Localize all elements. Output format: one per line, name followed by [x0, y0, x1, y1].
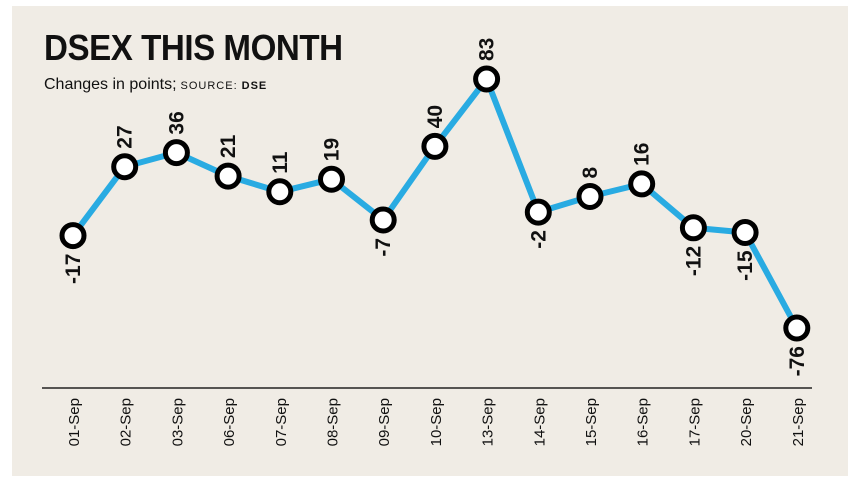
data-label: -7 [372, 238, 395, 257]
x-tick-label: 16-Sep [635, 398, 652, 446]
subtitle-text: Changes in points; [44, 76, 177, 93]
data-point [162, 139, 190, 167]
data-label: 19 [321, 138, 344, 161]
data-point [576, 182, 604, 210]
data-point [318, 165, 345, 193]
x-tick-label: 09-Sep [376, 398, 393, 446]
x-tick-label: 03-Sep [169, 398, 186, 446]
x-tick-label: 14-Sep [531, 398, 548, 446]
data-point [266, 178, 294, 206]
data-label: -17 [62, 254, 85, 284]
data-point [369, 206, 397, 234]
x-tick-label: 13-Sep [480, 398, 497, 446]
x-tick-label: 08-Sep [325, 398, 342, 446]
x-tick-label: 02-Sep [118, 398, 135, 446]
x-tick-label: 01-Sep [66, 398, 83, 446]
chart-title: DSEX THIS MONTH [44, 27, 343, 68]
data-point [628, 170, 656, 198]
data-label: -76 [786, 346, 809, 376]
chart-subtitle: Changes in points; SOURCE: DSE [44, 76, 267, 94]
data-point [473, 65, 501, 93]
data-point [731, 218, 759, 246]
data-point [524, 198, 552, 226]
x-tick-label: 17-Sep [686, 398, 703, 446]
data-point [59, 222, 87, 250]
x-tick-label: 07-Sep [273, 398, 290, 446]
x-tick-label: 20-Sep [738, 398, 755, 446]
source-value: DSE [241, 80, 268, 92]
data-label: -12 [682, 246, 705, 276]
chart-panel [12, 6, 848, 476]
data-label: 11 [269, 151, 292, 174]
data-label: -15 [734, 250, 757, 281]
data-point [111, 153, 139, 181]
x-tick-label: 06-Sep [221, 398, 238, 446]
source-label: SOURCE: [180, 80, 238, 92]
data-label: 36 [165, 111, 188, 134]
x-tick-label: 10-Sep [428, 398, 445, 446]
data-label: 16 [631, 143, 654, 166]
data-label: 27 [114, 125, 137, 148]
data-label: 21 [217, 134, 240, 158]
data-label: -2 [527, 230, 550, 249]
data-point [214, 162, 242, 190]
data-label: 83 [476, 38, 499, 61]
data-label: 8 [579, 166, 602, 178]
data-point [783, 314, 811, 342]
data-point [679, 214, 707, 242]
data-point [421, 132, 449, 160]
x-tick-label: 15-Sep [583, 398, 600, 446]
data-label: 40 [424, 105, 447, 128]
x-tick-label: 21-Sep [790, 398, 807, 446]
